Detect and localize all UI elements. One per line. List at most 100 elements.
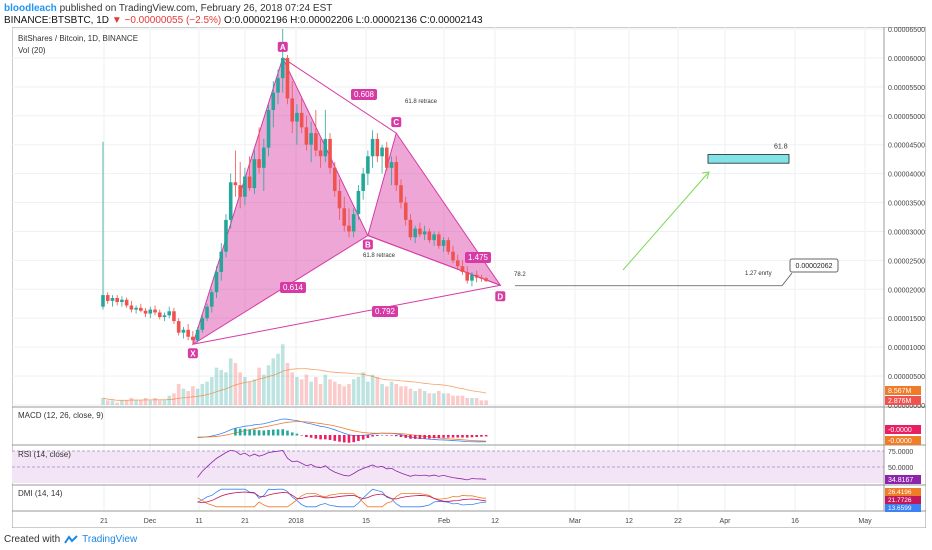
dmi-value-label: 21.7726 — [888, 497, 912, 504]
candle-body — [110, 297, 115, 301]
volume-bar — [351, 379, 356, 405]
candle-body — [205, 306, 209, 319]
candle-body — [262, 147, 266, 168]
volume-bar — [148, 400, 153, 405]
macd-histogram-bar — [404, 435, 408, 438]
x-tick-label: Dec — [144, 518, 157, 525]
y-tick-label: 0.00000000 — [888, 403, 925, 410]
macd-histogram-bar — [409, 435, 412, 439]
volume-bar — [120, 400, 124, 405]
macd-histogram-bar — [394, 435, 398, 437]
dmi-value-bg — [885, 504, 921, 512]
candle-body — [134, 307, 138, 310]
candle-body — [446, 240, 451, 252]
candle-body — [427, 231, 432, 241]
candle-body — [176, 321, 181, 333]
volume-bar — [455, 395, 460, 405]
macd-histogram-bar — [376, 435, 379, 436]
candle-body — [101, 295, 105, 307]
macd-histogram-bar — [257, 430, 261, 436]
candle-body — [337, 190, 342, 209]
candle-body — [195, 329, 200, 341]
candles — [101, 29, 488, 345]
volume-bar — [470, 398, 474, 405]
rsi-line — [197, 449, 487, 481]
x-tick-label: 22 — [674, 518, 682, 525]
rsi-label: RSI (14, close) — [18, 450, 71, 459]
candle-body — [214, 271, 219, 293]
volume-bar — [328, 379, 332, 405]
macd-histogram-bar — [442, 435, 445, 438]
volume-bar — [115, 402, 119, 405]
chart-area[interactable]: A B C D X 0.614 0.608 1.475 0.792 61.8 retrace 61.… — [11, 26, 927, 529]
chart-svg[interactable]: A B C D X 0.614 0.608 1.475 0.792 61.8 retrace 61.… — [11, 26, 927, 529]
candle-body — [460, 266, 465, 272]
candle-body — [233, 182, 238, 186]
volume-bar — [266, 365, 271, 405]
axes: 0.00006500 0.00006000 0.00005500 0.00005000… — [12, 27, 926, 525]
candle-body — [351, 214, 356, 232]
volume-bar — [318, 384, 323, 405]
vol-ma-label: 2.876M — [888, 398, 912, 405]
macd-histogram-bar — [399, 435, 403, 437]
candle-body — [295, 112, 299, 122]
macd-histogram-bar — [290, 432, 294, 436]
volume-bar — [385, 386, 389, 405]
indicators — [12, 418, 884, 508]
volume-bar — [332, 381, 337, 405]
volume-bar — [484, 400, 488, 405]
volume-bar — [366, 381, 370, 405]
candle-body — [228, 182, 233, 220]
volume-bar — [370, 374, 375, 405]
volume-bar — [460, 395, 465, 405]
vol-last-bg — [885, 386, 921, 395]
point-a-label: A — [280, 43, 286, 52]
candle-body — [479, 277, 484, 279]
candle-body — [332, 167, 337, 191]
publish-info: bloodleach published on TradingView.com,… — [4, 3, 332, 14]
candle-body — [370, 138, 375, 157]
macd-histogram-bar — [271, 429, 275, 436]
y-tick-label: 0.00003500 — [888, 201, 925, 208]
tradingview-link[interactable]: TradingView — [82, 534, 138, 545]
annotation-782: 78.2 — [514, 272, 526, 278]
macd-histogram-bar — [451, 435, 455, 438]
volume-bar — [446, 393, 451, 405]
macd-histogram-bar — [475, 435, 478, 437]
candle-body — [437, 234, 441, 246]
y-tick-label: 0.00006500 — [888, 27, 925, 34]
candle-body — [209, 292, 214, 307]
candle-body — [465, 271, 470, 281]
macd-histogram-bar — [413, 435, 417, 439]
volume-bar — [247, 381, 252, 405]
candle-body — [408, 219, 413, 238]
chart-title: BitShares / Bitcoin, 1D, BINANCE — [18, 34, 138, 43]
macd-histogram-bar — [428, 435, 431, 439]
volume-bar — [295, 377, 299, 405]
candle-body — [238, 185, 242, 197]
macd-histogram-bar — [333, 435, 337, 441]
volume-bar — [233, 363, 238, 405]
macd-histogram-bar — [267, 429, 270, 436]
candle-body — [451, 251, 455, 261]
volume-bar — [209, 377, 214, 405]
vol-last-label: 8.567M — [888, 388, 912, 395]
adx-line — [197, 491, 487, 504]
macd-histogram-bar — [319, 435, 322, 440]
x-tick-label: 2018 — [288, 518, 304, 525]
candle-body — [418, 228, 422, 235]
ratio-xab-bg — [280, 282, 306, 293]
volume-bars — [101, 344, 488, 405]
candle-body — [120, 299, 124, 303]
volume-bar — [427, 393, 432, 405]
volume-bar — [181, 388, 186, 405]
candle-body — [309, 133, 313, 145]
candle-body — [172, 311, 176, 322]
candle-body — [129, 305, 134, 310]
author-name[interactable]: bloodleach — [4, 3, 57, 14]
volume-bar — [124, 400, 129, 405]
macd-histogram-bar — [338, 435, 341, 442]
candle-body — [271, 92, 276, 110]
volume-bar — [394, 384, 399, 405]
volume-bar — [314, 377, 318, 405]
